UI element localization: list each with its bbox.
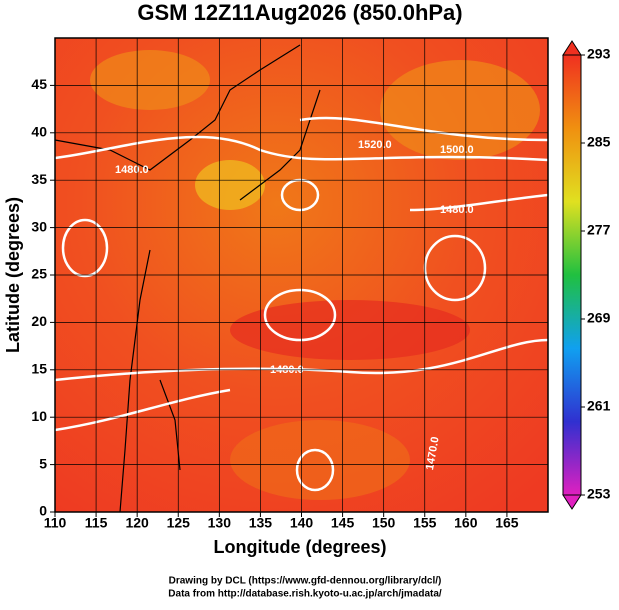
y-tick-label: 0: [39, 503, 47, 519]
colorbar-arrow: [562, 494, 582, 510]
colorbar-arrow: [562, 40, 582, 56]
x-tick-label: 120: [125, 515, 149, 531]
y-tick-label: 40: [31, 124, 47, 140]
footer: Drawing by DCL (https://www.gfd-dennou.o…: [169, 576, 442, 587]
coastline: [54, 44, 321, 513]
x-tick-label: 145: [331, 515, 355, 531]
x-tick-label: 165: [495, 515, 519, 531]
y-tick-label: 20: [31, 313, 47, 329]
y-tick-label: 5: [39, 455, 47, 471]
colorbar-tick-label: 253: [587, 486, 611, 502]
x-tick-label: 160: [454, 515, 478, 531]
colorbar: [562, 54, 582, 496]
x-tick-label: 110: [44, 515, 67, 531]
title: GSM 12Z11Aug2026 (850.0hPa): [137, 0, 462, 25]
contour-label: 1520.0: [358, 139, 392, 151]
colorbar-tick-label: 277: [587, 222, 611, 238]
colorbar-tick-label: 261: [587, 398, 611, 414]
contour-label: 1480.0: [115, 164, 149, 176]
contour-label: 1500.0: [440, 144, 474, 156]
y-tick-label: 30: [31, 218, 47, 234]
contours: [54, 116, 549, 492]
x-tick-label: 150: [372, 515, 396, 531]
y-tick-label: 25: [31, 266, 47, 282]
colorbar-tick-label: 293: [587, 46, 611, 62]
footer: Data from http://database.rish.kyoto-u.a…: [168, 589, 442, 600]
y-tick-label: 45: [31, 76, 47, 92]
x-tick-label: 125: [167, 515, 191, 531]
y-tick-label: 15: [31, 361, 47, 377]
y-tick-label: 10: [31, 408, 47, 424]
x-tick-label: 155: [413, 515, 437, 531]
x-tick-label: 130: [208, 515, 232, 531]
contour-label: 1470.0: [424, 436, 442, 471]
colorbar-tick-label: 285: [587, 134, 611, 150]
x-tick-label: 140: [290, 515, 314, 531]
x-axis-label: Longitude (degrees): [213, 537, 386, 557]
contour-label: 1480.0: [440, 204, 474, 216]
y-axis-label: Latitude (degrees): [3, 197, 23, 353]
x-tick-label: 115: [85, 515, 108, 531]
x-tick-label: 135: [249, 515, 273, 531]
colorbar-tick-label: 269: [587, 310, 611, 326]
field-patches: [90, 50, 540, 500]
y-tick-label: 35: [31, 171, 47, 187]
